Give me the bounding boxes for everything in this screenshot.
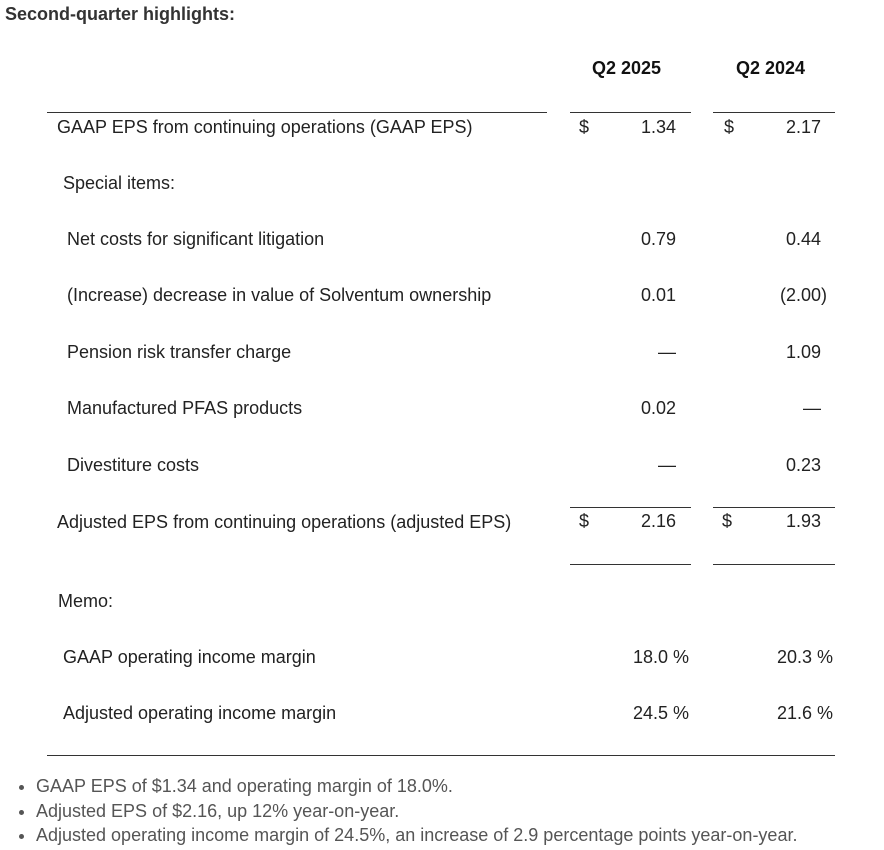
gaap-eps-label: GAAP EPS from continuing operations (GAA… <box>57 117 473 137</box>
row-label: GAAP operating income margin <box>63 647 316 667</box>
row-value-q2-2024: (2.00) <box>779 285 827 305</box>
row-label: (Increase) decrease in value of Solventu… <box>67 285 492 305</box>
row-label: Manufactured PFAS products <box>67 398 303 418</box>
memo-label: Memo: <box>58 591 114 611</box>
column-header-q2-2025: Q2 2025 <box>592 58 662 78</box>
currency-symbol: $ <box>722 511 733 531</box>
row-value-q2-2024: — <box>803 398 821 418</box>
row-value-q2-2024: 1.09 <box>785 342 821 362</box>
row-value-q2-2025: 18.0 % <box>632 647 689 667</box>
row-value-q2-2025: 0.01 <box>640 285 676 305</box>
divider <box>570 564 691 565</box>
divider <box>713 564 835 565</box>
divider <box>570 112 691 113</box>
highlights-list: GAAP EPS of $1.34 and operating margin o… <box>18 774 797 848</box>
row-value-q2-2024: 0.44 <box>785 229 821 249</box>
row-label: Net costs for significant litigation <box>67 229 325 249</box>
currency-symbol: $ <box>579 511 590 531</box>
gaap-eps-q2-2024: 2.17 <box>785 117 821 137</box>
adjusted-eps-q2-2025: 2.16 <box>640 511 676 531</box>
special-items-label: Special items: <box>63 173 176 193</box>
divider <box>713 112 835 113</box>
row-value-q2-2025: 0.79 <box>640 229 676 249</box>
row-value-q2-2025: 24.5 % <box>632 703 689 723</box>
row-value-q2-2024: 21.6 % <box>776 703 833 723</box>
list-item: Adjusted operating income margin of 24.5… <box>36 823 797 848</box>
adjusted-eps-q2-2024: 1.93 <box>785 511 821 531</box>
currency-symbol: $ <box>579 117 590 137</box>
divider <box>47 112 547 113</box>
divider <box>570 507 691 508</box>
row-value-q2-2025: — <box>658 455 676 475</box>
adjusted-eps-label: Adjusted EPS from continuing operations … <box>57 512 512 532</box>
row-label: Adjusted operating income margin <box>63 703 337 723</box>
column-header-q2-2024: Q2 2024 <box>736 58 806 78</box>
currency-symbol: $ <box>724 117 735 137</box>
list-item: Adjusted EPS of $2.16, up 12% year-on-ye… <box>36 799 797 824</box>
row-value-q2-2025: 0.02 <box>640 398 676 418</box>
row-label: Divestiture costs <box>67 455 200 475</box>
divider <box>47 755 835 756</box>
row-value-q2-2024: 0.23 <box>785 455 821 475</box>
gaap-eps-q2-2025: 1.34 <box>640 117 676 137</box>
row-label: Pension risk transfer charge <box>67 342 292 362</box>
row-value-q2-2024: 20.3 % <box>776 647 833 667</box>
divider <box>713 507 835 508</box>
section-heading: Second-quarter highlights: <box>5 4 236 24</box>
list-item: GAAP EPS of $1.34 and operating margin o… <box>36 774 797 799</box>
row-value-q2-2025: — <box>658 342 676 362</box>
